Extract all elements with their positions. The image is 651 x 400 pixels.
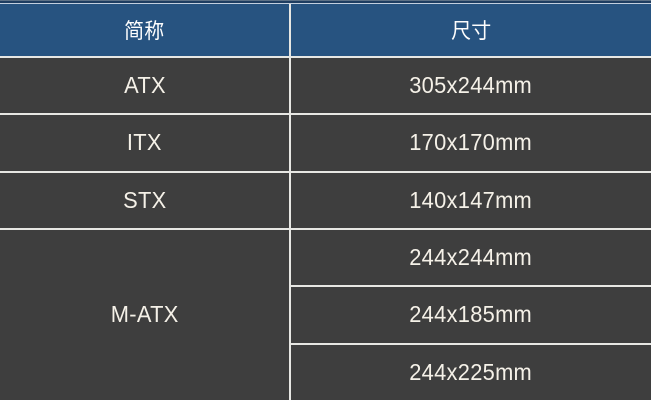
- size-cell-matx-2: 244x185mm: [289, 285, 651, 345]
- abbreviation-cell-atx: ATX: [0, 55, 291, 116]
- abbreviation-cell-itx: ITX: [0, 113, 291, 173]
- size-text: 170x170mm: [409, 129, 533, 156]
- column-header-size-label: 尺寸: [450, 20, 492, 43]
- size-text: 305x244mm: [409, 72, 533, 99]
- motherboard-size-table: 简称 尺寸 ATX 305x244mm ITX 170x170mm: [0, 3, 651, 400]
- abbreviation-text: ITX: [127, 129, 162, 156]
- table-row-atx: ATX 305x244mm: [0, 55, 651, 116]
- size-cell-matx-1: 244x244mm: [289, 227, 651, 288]
- column-header-size: 尺寸: [289, 3, 651, 58]
- abbreviation-cell-matx: M-ATX: [0, 227, 291, 400]
- size-cell-matx-3: 244x225mm: [289, 342, 651, 400]
- size-cell-itx: 170x170mm: [289, 113, 651, 173]
- table-top-border: [0, 0, 651, 4]
- abbreviation-cell-stx: STX: [0, 170, 291, 230]
- header-row: 简称 尺寸: [0, 3, 651, 58]
- column-header-abbreviation: 简称: [0, 3, 291, 58]
- column-header-abbreviation-label: 简称: [124, 20, 165, 43]
- abbreviation-text: ATX: [123, 72, 166, 99]
- table-row-itx: ITX 170x170mm: [0, 113, 651, 173]
- size-text: 244x225mm: [409, 358, 533, 385]
- size-text: 244x244mm: [409, 244, 533, 271]
- table-row-stx: STX 140x147mm: [0, 170, 651, 230]
- table-row-matx-1: M-ATX 244x244mm: [0, 227, 651, 400]
- table-row-matx-2: 244x185mm: [0, 285, 651, 345]
- abbreviation-text: M-ATX: [110, 301, 179, 328]
- table-row-matx-3: 244x225mm: [0, 342, 651, 400]
- size-cell-atx: 305x244mm: [289, 55, 651, 116]
- size-text: 140x147mm: [409, 186, 533, 213]
- size-text: 244x185mm: [409, 301, 533, 328]
- abbreviation-text: STX: [122, 186, 167, 213]
- size-cell-stx: 140x147mm: [289, 170, 651, 230]
